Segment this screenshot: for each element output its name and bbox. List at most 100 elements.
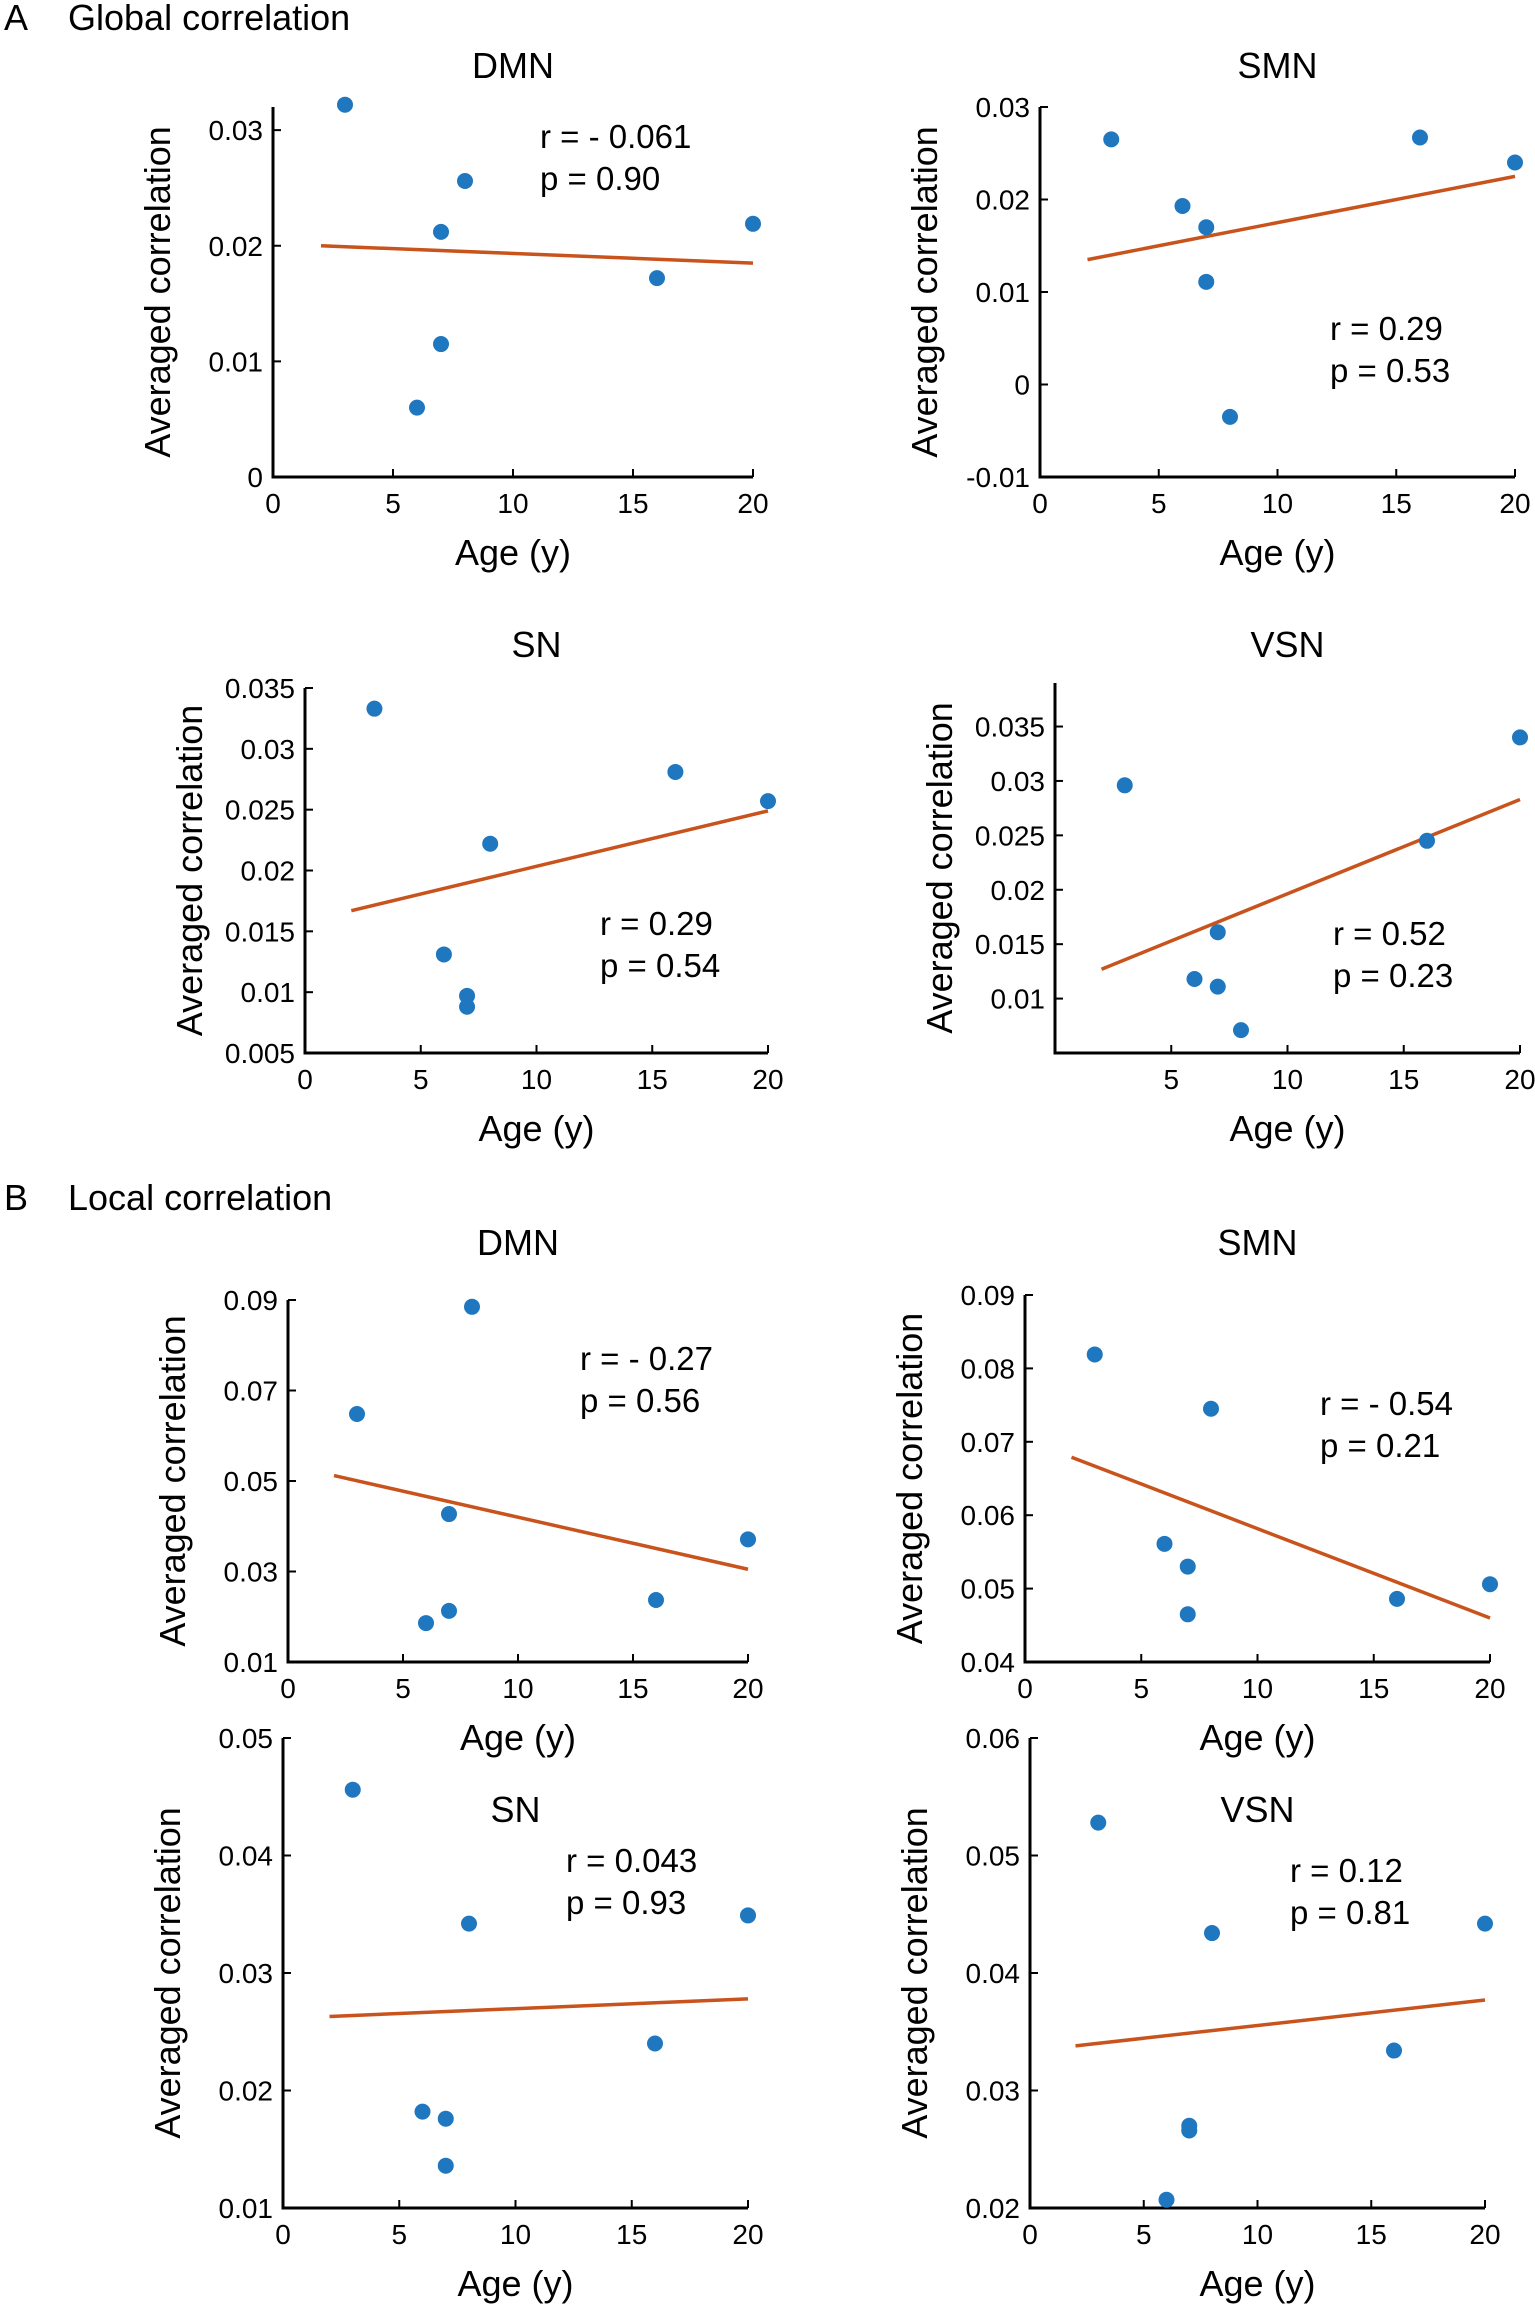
x-tick-label: 20 bbox=[732, 1673, 763, 1704]
x-axis-label: Age (y) bbox=[1219, 532, 1335, 573]
axis-lines bbox=[271, 107, 753, 479]
data-point bbox=[441, 1602, 457, 1619]
data-point bbox=[482, 835, 499, 852]
x-tick-label: 0 bbox=[280, 1673, 296, 1704]
y-tick-label: 0.05 bbox=[219, 1723, 274, 1754]
data-point bbox=[1233, 1022, 1249, 1039]
x-tick-label: 15 bbox=[617, 1673, 648, 1704]
y-tick-label: 0.06 bbox=[961, 1500, 1016, 1531]
y-tick-label: 0.02 bbox=[219, 2076, 274, 2107]
y-tick-label: 0.02 bbox=[209, 231, 264, 262]
y-tick-label: 0.04 bbox=[966, 1958, 1021, 1989]
x-axis-label: Age (y) bbox=[455, 532, 571, 573]
x-axis-label: Age (y) bbox=[460, 1717, 576, 1758]
axis-lines bbox=[303, 688, 768, 1055]
y-tick-label: 0.07 bbox=[224, 1376, 279, 1407]
data-point bbox=[459, 987, 476, 1004]
y-tick-label: 0.02 bbox=[241, 856, 296, 887]
x-tick-label: 5 bbox=[1136, 2219, 1152, 2250]
panel-letter-a: A bbox=[4, 0, 28, 38]
y-tick-label: 0.04 bbox=[219, 1841, 274, 1872]
y-axis-label: Averaged correlation bbox=[147, 1807, 188, 2139]
scatter-plot-b-smn: SMN 0 5 10 15 20 0.04 0.05 0.06 0.07 0.08 0.09 Age (… bbox=[889, 1222, 1506, 1758]
y-tick-label: 0.005 bbox=[225, 1038, 295, 1069]
plot-title: DMN bbox=[472, 45, 554, 86]
regression-line bbox=[350, 809, 769, 913]
x-tick-label: 10 bbox=[521, 1064, 552, 1095]
data-point bbox=[349, 1406, 365, 1423]
regression-line bbox=[1100, 797, 1521, 971]
data-point bbox=[344, 1781, 361, 1798]
data-point bbox=[1186, 971, 1203, 987]
data-point bbox=[433, 336, 449, 353]
y-tick-label: 0.025 bbox=[225, 795, 295, 826]
data-point bbox=[1086, 1346, 1103, 1363]
y-tick-label: 0.03 bbox=[966, 2076, 1021, 2107]
r-value-label: r = 0.043 bbox=[566, 1842, 697, 1879]
x-tick-label: 5 bbox=[413, 1064, 429, 1095]
x-tick-label: 10 bbox=[1262, 488, 1293, 519]
data-point bbox=[1090, 1814, 1107, 1831]
x-tick-label: 15 bbox=[616, 2219, 647, 2250]
y-tick-label: -0.01 bbox=[966, 462, 1030, 493]
data-point bbox=[366, 700, 383, 717]
y-tick-label: 0.05 bbox=[224, 1466, 279, 1497]
x-tick-label: 20 bbox=[1499, 488, 1530, 519]
data-point bbox=[1389, 1590, 1405, 1607]
scatter-plot-b-sn: SN 0 5 10 15 20 0.01 0.02 0.03 0.04 0.05 Age (y) Ave… bbox=[147, 1723, 764, 2304]
data-point bbox=[464, 1298, 480, 1315]
x-tick-label: 5 bbox=[385, 488, 401, 519]
data-point bbox=[1179, 1558, 1196, 1575]
y-tick-label: 0.015 bbox=[975, 929, 1045, 960]
x-tick-label: 10 bbox=[502, 1673, 533, 1704]
scatter-plot-a-vsn: VSN 5 10 15 20 0.01 0.015 0.02 0.025 0.03 0.035 Age… bbox=[919, 624, 1535, 1149]
x-tick-label: 20 bbox=[752, 1064, 783, 1095]
x-axis-label: Age (y) bbox=[457, 2263, 573, 2304]
y-tick-label: 0.02 bbox=[966, 2193, 1021, 2224]
p-value-label: p = 0.93 bbox=[566, 1884, 686, 1921]
y-tick-label: 0.01 bbox=[241, 977, 296, 1008]
regression-line bbox=[320, 244, 754, 265]
data-point bbox=[1412, 129, 1428, 146]
data-point bbox=[1507, 154, 1523, 171]
y-tick-label: 0.03 bbox=[241, 734, 296, 765]
p-value-label: p = 0.56 bbox=[580, 1382, 700, 1419]
p-value-label: p = 0.53 bbox=[1330, 352, 1450, 389]
data-point bbox=[1222, 408, 1238, 425]
data-point bbox=[1174, 197, 1191, 214]
data-point bbox=[667, 763, 684, 780]
data-point bbox=[649, 270, 665, 287]
x-tick-label: 20 bbox=[1474, 1673, 1505, 1704]
r-value-label: r = 0.29 bbox=[1330, 310, 1443, 347]
y-tick-label: 0.05 bbox=[966, 1841, 1021, 1872]
data-point bbox=[1386, 2042, 1402, 2059]
y-tick-label: 0.08 bbox=[961, 1353, 1016, 1384]
y-tick-label: 0.03 bbox=[991, 766, 1046, 797]
data-point bbox=[745, 215, 761, 232]
scatter-plot-a-dmn: DMN 0 5 10 15 20 0 0.01 0.02 0.03 Age (y) Averaged … bbox=[137, 45, 769, 573]
regression-line bbox=[1070, 1455, 1491, 1620]
r-value-label: r = - 0.061 bbox=[540, 118, 691, 155]
data-point bbox=[409, 399, 425, 416]
y-tick-label: 0.07 bbox=[961, 1427, 1016, 1458]
data-point bbox=[740, 1531, 756, 1548]
r-value-label: r = - 0.27 bbox=[580, 1340, 713, 1377]
data-point bbox=[441, 1506, 457, 1523]
y-tick-label: 0.01 bbox=[219, 2193, 274, 2224]
x-tick-label: 20 bbox=[737, 488, 768, 519]
x-tick-label: 10 bbox=[500, 2219, 531, 2250]
y-tick-label: 0 bbox=[247, 462, 263, 493]
data-point bbox=[1158, 2191, 1175, 2208]
panel-letter-b: B bbox=[4, 1177, 28, 1218]
y-axis-label: Averaged correlation bbox=[904, 126, 945, 458]
y-axis-label: Averaged correlation bbox=[919, 702, 960, 1034]
y-tick-label: 0.03 bbox=[976, 92, 1031, 123]
y-tick-label: 0.02 bbox=[976, 185, 1031, 216]
axis-lines bbox=[1038, 107, 1515, 479]
x-tick-label: 0 bbox=[275, 2219, 291, 2250]
y-axis-label: Averaged correlation bbox=[894, 1807, 935, 2139]
data-point bbox=[1512, 729, 1528, 746]
data-point bbox=[1103, 131, 1120, 148]
x-tick-label: 5 bbox=[1151, 488, 1167, 519]
